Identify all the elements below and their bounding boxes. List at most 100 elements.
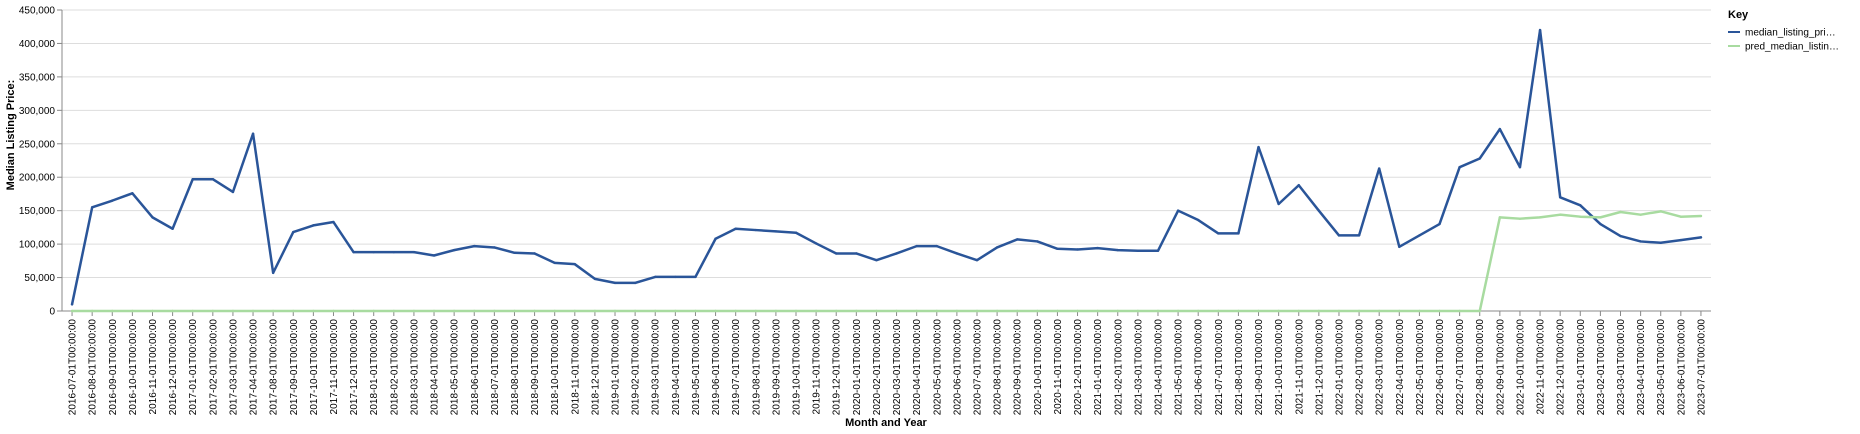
x-tick-label: 2019-11-01T00:00:00 — [812, 319, 823, 415]
data-point — [654, 275, 657, 279]
data-point — [1337, 234, 1341, 237]
data-point — [975, 258, 979, 262]
x-tick-label: 2020-05-01T00:00:00 — [932, 319, 943, 416]
x-tick-label: 2021-08-01T00:00:00 — [1234, 319, 1245, 416]
data-point — [1016, 309, 1019, 313]
data-point — [895, 252, 898, 255]
x-tick-label: 2018-05-01T00:00:00 — [450, 319, 461, 416]
data-point — [1538, 28, 1542, 32]
data-point — [1579, 204, 1582, 207]
x-tick-label: 2023-02-01T00:00:00 — [1596, 319, 1607, 416]
x-tick-label: 2018-03-01T00:00:00 — [409, 319, 420, 416]
data-point — [1277, 202, 1280, 206]
data-point — [1478, 157, 1481, 160]
data-point — [1056, 309, 1059, 313]
data-point — [493, 246, 496, 249]
data-point — [1659, 241, 1662, 244]
data-point — [171, 227, 174, 230]
legend-label: pred_median_listin… — [1745, 42, 1839, 53]
data-point — [1438, 309, 1441, 313]
data-point — [1619, 234, 1622, 238]
data-point — [1237, 309, 1240, 313]
data-point — [955, 309, 959, 313]
x-tick-label: 2021-01-01T00:00:00 — [1093, 319, 1104, 416]
data-point — [412, 309, 416, 313]
data-point — [875, 309, 878, 313]
data-point — [975, 309, 979, 313]
x-tick-label: 2018-08-01T00:00:00 — [510, 319, 521, 416]
x-tick-label: 2022-03-01T00:00:00 — [1375, 319, 1386, 416]
y-tick-label: 0 — [49, 307, 55, 318]
legend: Key median_listing_pri… pred_median_listi… — [1728, 9, 1839, 53]
data-point — [1176, 309, 1180, 313]
y-tick-label: 50,000 — [24, 273, 55, 284]
data-point — [1438, 222, 1441, 226]
data-point — [1197, 309, 1200, 313]
x-tick-label: 2021-02-01T00:00:00 — [1113, 319, 1124, 416]
data-point — [814, 242, 818, 245]
data-point — [251, 309, 255, 313]
x-tick-label: 2020-03-01T00:00:00 — [892, 319, 903, 416]
data-point — [1076, 248, 1079, 251]
data-point — [754, 309, 757, 313]
data-point — [1337, 309, 1341, 313]
x-tick-label: 2017-10-01T00:00:00 — [309, 319, 320, 416]
data-point — [151, 216, 154, 219]
data-point — [1317, 309, 1321, 313]
data-point — [935, 309, 938, 313]
legend-label: median_listing_pri… — [1745, 28, 1836, 39]
data-point — [1558, 196, 1562, 199]
x-tick-label: 2016-07-01T00:00:00 — [68, 319, 79, 416]
x-tick-label: 2021-07-01T00:00:00 — [1214, 319, 1225, 416]
x-tick-label: 2020-12-01T00:00:00 — [1073, 319, 1084, 416]
data-point — [895, 309, 898, 313]
x-tick-label: 2019-05-01T00:00:00 — [691, 319, 702, 416]
x-tick-label: 2022-04-01T00:00:00 — [1395, 319, 1406, 416]
x-tick-label: 2020-06-01T00:00:00 — [952, 319, 963, 416]
x-tick-label: 2018-06-01T00:00:00 — [470, 319, 481, 416]
data-point — [613, 281, 617, 285]
x-tick-label: 2021-04-01T00:00:00 — [1153, 319, 1164, 416]
x-tick-label: 2021-12-01T00:00:00 — [1314, 319, 1325, 416]
data-point — [654, 309, 657, 313]
x-tick-label: 2020-01-01T00:00:00 — [852, 319, 863, 416]
data-point — [1599, 216, 1602, 219]
x-tick-label: 2019-12-01T00:00:00 — [832, 319, 843, 416]
x-tick-label: 2021-05-01T00:00:00 — [1174, 319, 1185, 416]
data-point — [855, 309, 858, 313]
x-tick-label: 2023-04-01T00:00:00 — [1636, 319, 1647, 416]
data-point — [935, 244, 938, 248]
data-point — [835, 309, 838, 313]
data-point — [1036, 309, 1039, 313]
data-point — [473, 309, 476, 313]
data-point — [1156, 249, 1160, 252]
data-point — [774, 309, 778, 313]
data-point — [1217, 232, 1220, 235]
x-tick-label: 2020-09-01T00:00:00 — [1013, 319, 1024, 416]
data-point — [553, 261, 556, 265]
data-point — [1639, 213, 1642, 216]
data-point — [432, 254, 436, 257]
data-point — [734, 309, 737, 313]
data-point — [452, 309, 456, 313]
x-tick-label: 2023-07-01T00:00:00 — [1696, 319, 1707, 416]
x-tick-label: 2022-02-01T00:00:00 — [1355, 319, 1366, 416]
legend-title: Key — [1728, 9, 1749, 21]
y-tick-label: 250,000 — [19, 139, 56, 150]
data-point — [1096, 309, 1099, 313]
data-point — [271, 271, 275, 275]
x-tick-label: 2022-12-01T00:00:00 — [1556, 319, 1567, 416]
data-point — [794, 231, 798, 234]
series-lines — [70, 28, 1703, 313]
x-tick-label: 2021-03-01T00:00:00 — [1133, 319, 1144, 416]
x-tick-label: 2020-07-01T00:00:00 — [972, 319, 983, 416]
data-point — [1518, 165, 1522, 169]
x-tick-label: 2023-05-01T00:00:00 — [1656, 319, 1667, 416]
data-point — [1538, 216, 1542, 219]
x-tick-label: 2020-08-01T00:00:00 — [993, 319, 1004, 416]
y-tick-label: 400,000 — [19, 39, 56, 50]
data-point — [1156, 309, 1160, 313]
data-point — [1679, 215, 1683, 218]
data-point — [835, 252, 838, 255]
data-point — [1478, 309, 1481, 313]
